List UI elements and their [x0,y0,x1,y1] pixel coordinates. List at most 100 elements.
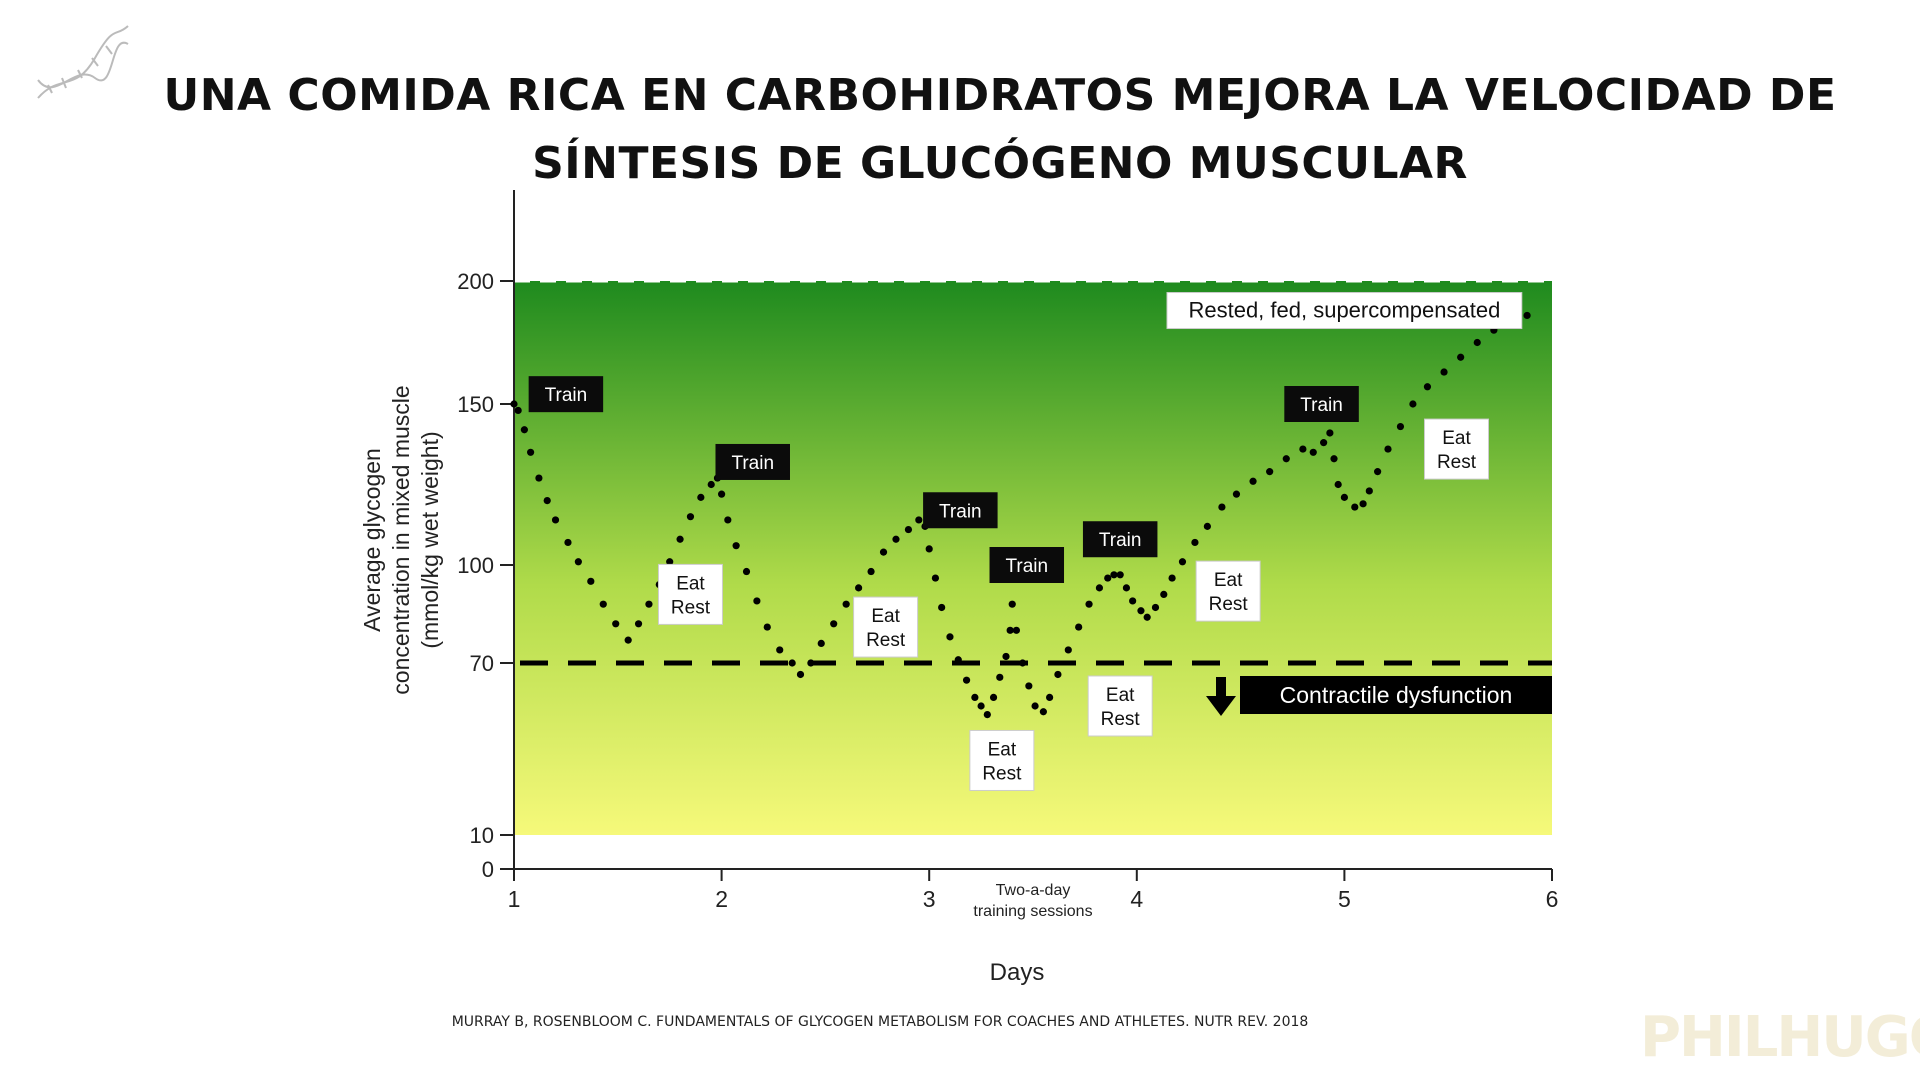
data-point [817,639,825,648]
annotation-text: Rested, fed, supercompensated [1188,298,1500,323]
data-point [788,659,796,667]
eat-rest-label: Eat Rest [1195,560,1261,622]
x-annotation-line-1: Two-a-day [996,882,1071,899]
page-title: UNA COMIDA RICA EN CARBOHIDRATOS MEJORA … [150,62,1850,198]
data-point [564,538,572,547]
data-point [1104,574,1112,582]
data-point [1365,487,1373,495]
eat-rest-label: Eat Rest [657,563,723,625]
y-tick-label: 10 [470,823,494,848]
data-point [543,497,551,505]
data-point [1309,448,1317,456]
y-tick-label: 100 [457,553,494,578]
data-point [1232,490,1241,498]
data-point [510,400,518,408]
data-point [1151,603,1160,612]
annotation-text: Rest [671,597,711,618]
data-point [718,490,726,498]
data-point [867,567,875,576]
arrow-down-icon [1206,677,1236,716]
data-point [1384,445,1392,453]
y-axis-label-line-3: (mmol/kg wet weight) [417,431,443,648]
x-tick-label: 5 [1338,886,1351,912]
train-label: Train [528,376,604,413]
annotation-box [1195,560,1261,622]
data-point [634,620,643,628]
train-label: Train [989,547,1065,583]
data-point [1039,708,1047,716]
annotation-box [528,376,604,413]
data-point [938,603,946,612]
data-point [1374,468,1382,476]
data-point [1191,538,1199,547]
data-point [1409,400,1417,408]
data-point [1396,422,1405,431]
train-label: Train [715,443,790,480]
data-point [514,406,522,415]
data-point [1160,590,1168,599]
annotation-box [715,443,790,480]
annotation-text: Rest [1437,452,1477,473]
annotation-box [969,729,1035,791]
data-point [989,693,998,702]
annotation-text: Eat [1214,570,1243,591]
data-point [946,633,954,641]
x-annotation-line-2: training sessions [973,903,1092,920]
x-tick-label: 6 [1546,886,1559,912]
data-point [707,480,715,489]
y-axis-label-line-1: Average glycogen [359,448,385,632]
data-point [686,513,695,521]
annotation-text: Train [1099,530,1142,551]
eat-rest-label: Eat Rest [969,729,1035,791]
data-point [732,542,740,550]
data-point [763,623,771,631]
data-point [776,646,784,654]
data-point [1249,477,1257,485]
annotation-box [1166,292,1523,330]
y-axis-label-line-2: concentration in mixed muscle [388,385,414,694]
data-point [1143,613,1151,621]
data-point [1025,682,1033,690]
glycogen-chart: 0 10 70 100 150 200 1 2 3 4 5 6 Train Train Train Tra… [359,190,1559,986]
x-tick-label: 1 [508,886,521,912]
x-annotation: Two-a-day training sessions [973,882,1092,920]
data-point [1282,455,1290,463]
annotation-text: Train [731,453,774,474]
data-point [1168,574,1176,582]
data-point [830,620,838,628]
data-point [1320,439,1328,447]
data-point [1266,468,1274,476]
title-line-1: UNA COMIDA RICA EN CARBOHIDRATOS MEJORA … [163,70,1837,121]
data-point [520,426,528,434]
data-point [1064,646,1072,654]
data-point [1012,626,1020,634]
data-point [551,516,560,524]
data-point [1095,584,1104,592]
data-point [1019,659,1027,667]
data-point [624,636,632,644]
y-tick-label: 150 [457,392,494,417]
data-point [1457,353,1465,361]
data-point [977,702,985,710]
data-point [796,670,805,679]
data-point [983,711,991,719]
data-point [962,676,971,684]
data-point [1523,311,1531,320]
annotation-box [853,596,919,658]
annotation-text: Eat [1442,428,1471,449]
data-point [879,548,888,556]
data-point [645,600,653,608]
data-point [1218,503,1226,511]
annotation-text: Train [1300,395,1343,416]
eat-rest-label: Eat Rest [1424,418,1490,480]
y-tick-label: 200 [457,269,494,294]
x-tick-label: 2 [715,886,728,912]
data-point [599,600,607,608]
annotation-text: Rest [1101,709,1141,730]
data-point [1008,600,1016,608]
data-point [954,656,962,664]
data-point [1203,522,1211,530]
data-point [1423,383,1432,391]
data-point [1031,702,1039,710]
